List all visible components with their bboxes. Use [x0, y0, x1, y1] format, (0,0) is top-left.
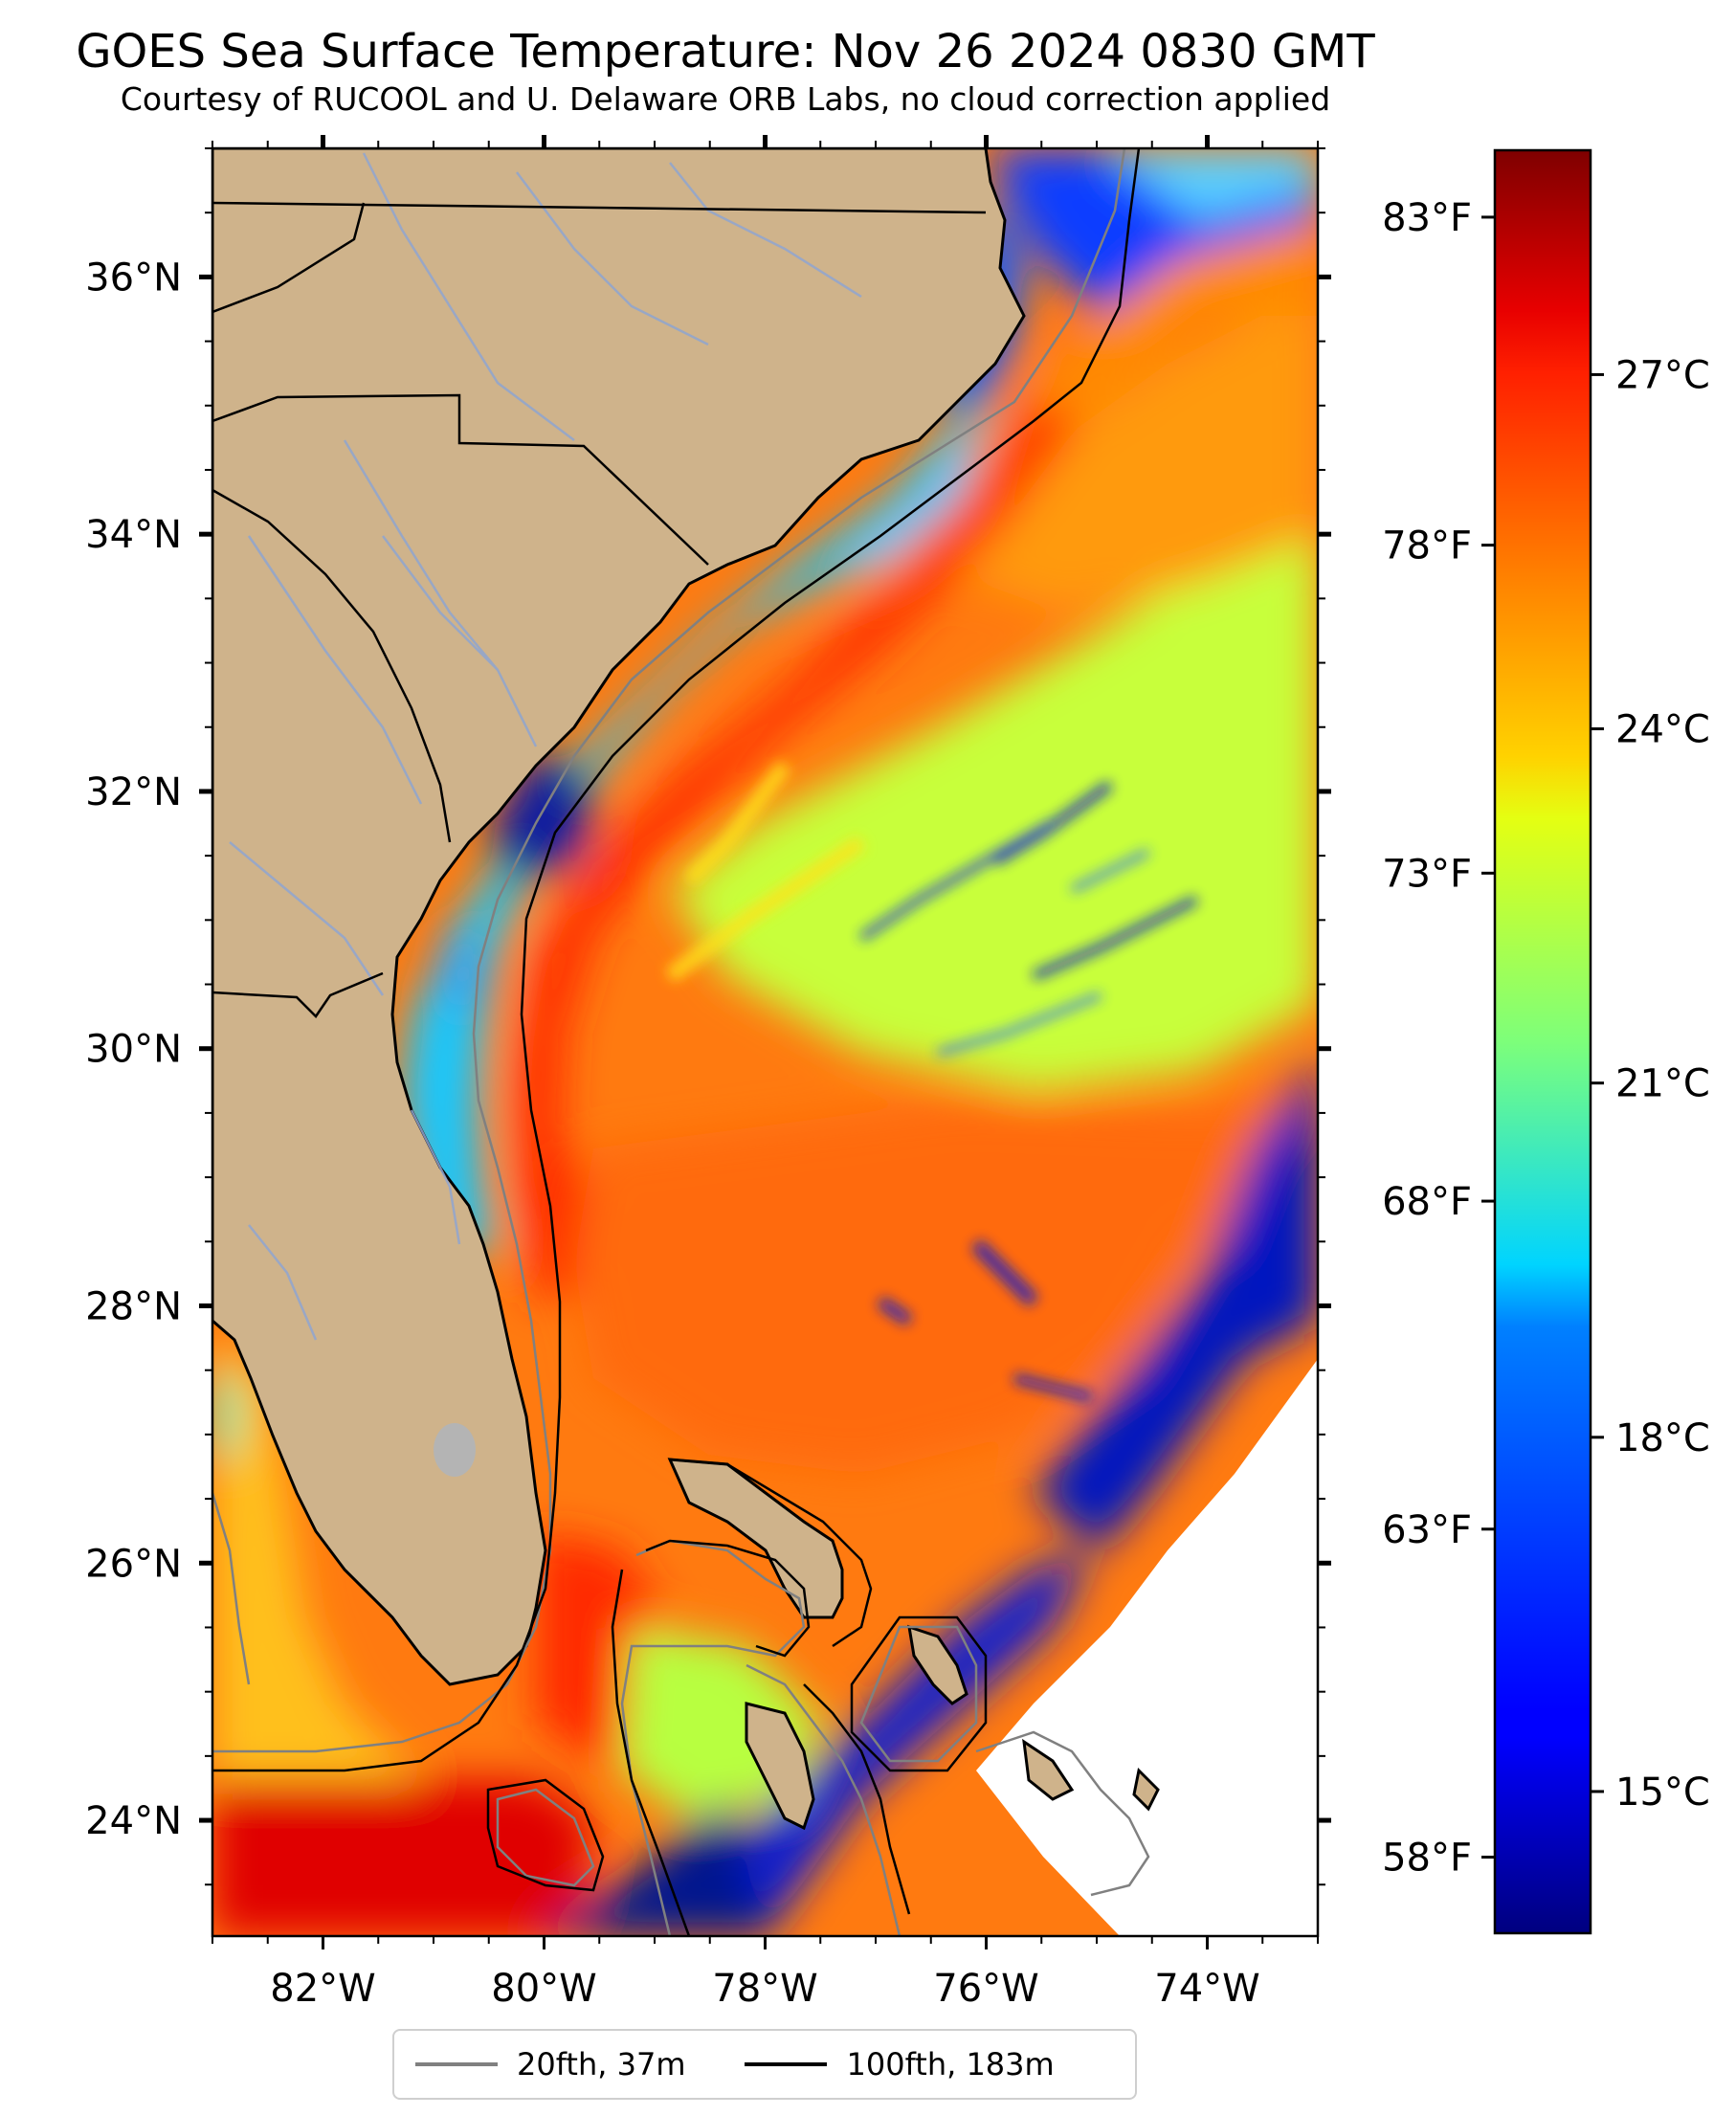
lon-tick-label: 76°W [933, 1967, 1038, 2011]
fahrenheit-tick-label: 83°F [1382, 196, 1472, 240]
bahamas-islands [667, 1458, 1160, 1831]
legend-item-100fth: 100fth, 183m [745, 2046, 1055, 2083]
map-panel[interactable] [211, 146, 1320, 1938]
fahrenheit-tick-label: 73°F [1382, 852, 1472, 896]
celsius-tick-label: 15°C [1615, 1771, 1710, 1815]
lat-tick-label: 36°N [85, 256, 182, 300]
celsius-tick-label: 27°C [1615, 353, 1710, 397]
fahrenheit-tick-label: 78°F [1382, 524, 1472, 568]
lat-tick-label: 28°N [85, 1284, 182, 1328]
fahrenheit-tick-label: 58°F [1382, 1836, 1472, 1880]
lat-tick-label: 30°N [85, 1028, 182, 1072]
longitude-axis: 82°W 80°W 78°W 76°W 74°W [211, 135, 1319, 2011]
fahrenheit-axis: 58°F 63°F 68°F 73°F 78°F 83°F [1382, 196, 1495, 1880]
lat-tick-label: 32°N [85, 770, 182, 814]
fahrenheit-tick-label: 68°F [1382, 1180, 1472, 1224]
celsius-tick-label: 21°C [1615, 1062, 1710, 1106]
legend-label-100fth: 100fth, 183m [846, 2046, 1055, 2083]
celsius-axis: 15°C 18°C 21°C 24°C 27°C [1591, 353, 1710, 1815]
state-borders [212, 201, 987, 1018]
legend-swatch-20fth [415, 2062, 498, 2066]
lon-tick-label: 82°W [270, 1967, 375, 2011]
isobath-100fth [212, 148, 1141, 1936]
sst-fronts [665, 761, 1199, 1402]
lon-tick-label: 78°W [712, 1967, 817, 2011]
fahrenheit-tick-label: 63°F [1382, 1508, 1472, 1552]
lat-tick-label: 24°N [85, 1799, 182, 1843]
legend-swatch-100fth [745, 2062, 828, 2066]
colorbar-gradient [1493, 148, 1592, 1935]
isobath-legend: 20fth, 37m 100fth, 183m [392, 2029, 1137, 2100]
map-title: GOES Sea Surface Temperature: Nov 26 202… [76, 25, 1375, 78]
map-subtitle: Courtesy of RUCOOL and U. Delaware ORB L… [120, 80, 1331, 118]
celsius-tick-label: 24°C [1615, 708, 1710, 752]
lake-okeechobee [434, 1423, 476, 1477]
legend-item-20fth: 20fth, 37m [415, 2046, 685, 2083]
legend-label-20fth: 20fth, 37m [517, 2046, 686, 2083]
colorbar: 15°C 18°C 21°C 24°C 27°C [1493, 148, 1710, 1935]
celsius-tick-label: 18°C [1615, 1416, 1710, 1460]
lon-tick-label: 80°W [491, 1967, 596, 2011]
lon-tick-label: 74°W [1154, 1967, 1259, 2011]
lat-tick-label: 34°N [85, 513, 182, 557]
latitude-axis: 24°N 26°N 28°N 30°N 32°N 34°N 36°N [85, 147, 1331, 1886]
lat-tick-label: 26°N [85, 1542, 182, 1586]
land-us-southeast [212, 148, 1026, 1686]
